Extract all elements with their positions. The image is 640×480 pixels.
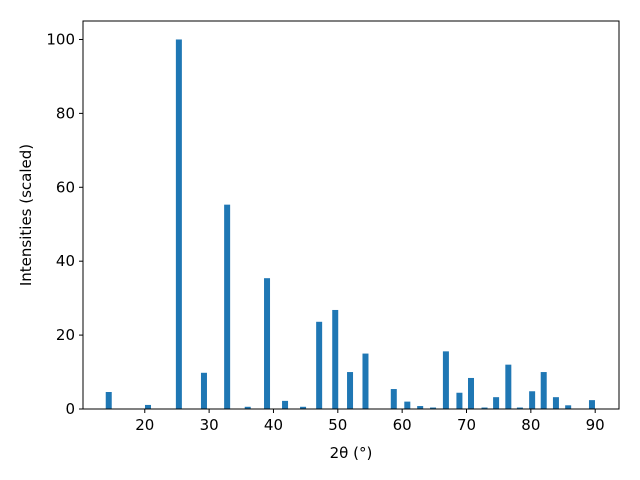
bar: [442, 351, 449, 409]
bar: [516, 407, 523, 409]
x-tick-label: 20: [135, 416, 154, 434]
bar: [468, 377, 475, 409]
y-tick-label: 0: [65, 400, 75, 418]
x-tick-label: 50: [328, 416, 347, 434]
bar: [264, 278, 271, 409]
bar: [224, 204, 231, 409]
bar: [332, 309, 339, 409]
bar: [588, 400, 595, 409]
x-tick-label: 80: [521, 416, 540, 434]
x-tick-label: 40: [264, 416, 283, 434]
bar: [493, 397, 500, 409]
plot-frame: [82, 20, 620, 410]
bar: [347, 372, 354, 409]
x-tick-label: 70: [457, 416, 476, 434]
x-tick-label: 30: [200, 416, 219, 434]
y-tick-label: 60: [56, 178, 75, 196]
bar: [565, 405, 572, 409]
bar: [540, 372, 547, 409]
bar: [456, 392, 463, 409]
bar: [244, 406, 251, 409]
bar: [200, 372, 207, 409]
y-tick-label: 40: [56, 252, 75, 270]
bar: [430, 407, 437, 409]
bar: [552, 397, 559, 409]
bar: [417, 406, 424, 409]
bar: [362, 353, 369, 409]
x-tick-label: 90: [586, 416, 605, 434]
bar: [282, 400, 289, 409]
bar: [481, 407, 488, 409]
bar: [529, 391, 536, 409]
bar: [105, 392, 112, 409]
bar: [404, 401, 411, 409]
x-axis-label: 2θ (°): [330, 444, 373, 462]
bar: [316, 321, 323, 409]
bar: [505, 364, 512, 409]
x-tick-label: 60: [393, 416, 412, 434]
y-tick-label: 80: [56, 104, 75, 122]
bar: [390, 389, 397, 409]
y-tick-label: 100: [46, 30, 75, 48]
bar: [175, 39, 182, 409]
y-axis-label: Intensities (scaled): [17, 144, 35, 286]
bar: [144, 404, 151, 409]
y-tick-label: 20: [56, 326, 75, 344]
bar: [300, 406, 307, 409]
